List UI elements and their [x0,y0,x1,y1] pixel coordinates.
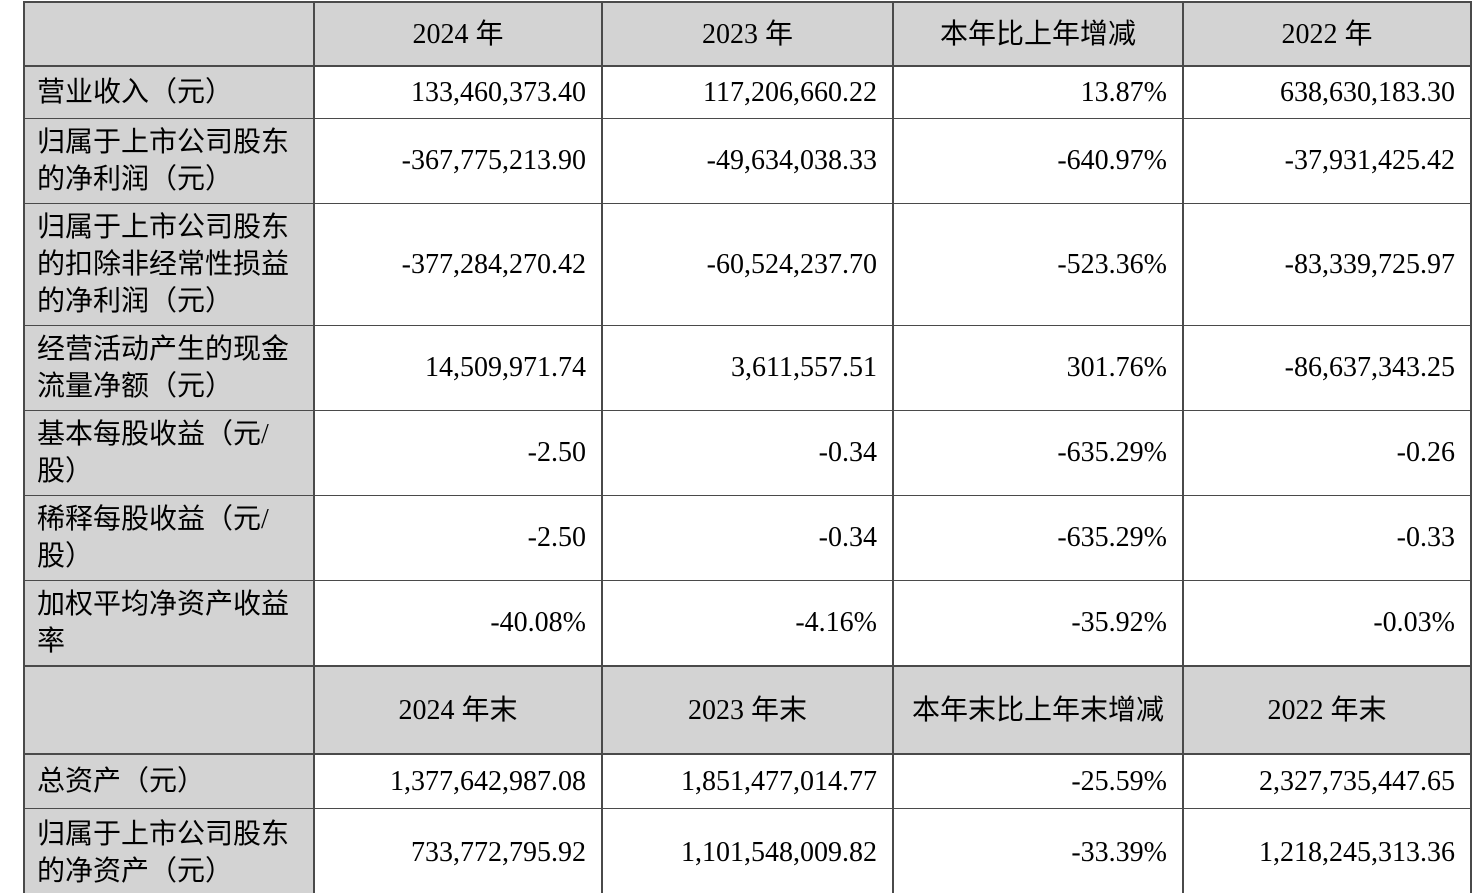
value-cell: 638,630,183.30 [1182,65,1472,119]
value-cell: -635.29% [892,494,1184,581]
value-cell: -523.36% [892,202,1184,326]
row-label-cell: 归属于上市公司股东的净利润（元） [23,117,315,204]
row-net-profit-deducted: 归属于上市公司股东的扣除非经常性损益的净利润（元） -377,284,270.4… [23,202,1472,326]
column-header-2022: 2022 年 [1182,1,1472,67]
value-cell: 3,611,557.51 [601,324,894,411]
row-revenue: 营业收入（元） 133,460,373.40 117,206,660.22 13… [23,65,1472,119]
row-label-cell: 归属于上市公司股东的扣除非经常性损益的净利润（元） [23,202,315,326]
row-label-cell: 总资产（元） [23,753,315,809]
row-label-cell: 稀释每股收益（元/股） [23,494,315,581]
value-cell: -0.34 [601,494,894,581]
value-cell: -4.16% [601,579,894,667]
section2-header-row: 2024 年末 2023 年末 本年末比上年末增减 2022 年末 [23,665,1472,755]
financial-summary-table: 2024 年 2023 年 本年比上年增减 2022 年 营业收入（元） 133… [23,1,1472,893]
value-cell: 301.76% [892,324,1184,411]
value-cell: -83,339,725.97 [1182,202,1472,326]
value-cell: 2,327,735,447.65 [1182,753,1472,809]
value-cell: -35.92% [892,579,1184,667]
row-diluted-eps: 稀释每股收益（元/股） -2.50 -0.34 -635.29% -0.33 [23,494,1472,581]
value-cell: -40.08% [313,579,603,667]
row-label-cell: 营业收入（元） [23,65,315,119]
row-label-cell: 经营活动产生的现金流量净额（元） [23,324,315,411]
value-cell: 133,460,373.40 [313,65,603,119]
value-cell: -635.29% [892,409,1184,496]
value-cell: 1,218,245,313.36 [1182,807,1472,893]
row-net-assets: 归属于上市公司股东的净资产（元） 733,772,795.92 1,101,54… [23,807,1472,893]
value-cell: -0.26 [1182,409,1472,496]
row-label-cell: 归属于上市公司股东的净资产（元） [23,807,315,893]
value-cell: -37,931,425.42 [1182,117,1472,204]
value-cell: -49,634,038.33 [601,117,894,204]
row-net-profit: 归属于上市公司股东的净利润（元） -367,775,213.90 -49,634… [23,117,1472,204]
value-cell: -2.50 [313,494,603,581]
value-cell: -367,775,213.90 [313,117,603,204]
row-weighted-avg-roe: 加权平均净资产收益率 -40.08% -4.16% -35.92% -0.03% [23,579,1472,667]
row-label-cell: 加权平均净资产收益率 [23,579,315,667]
value-cell: 1,851,477,014.77 [601,753,894,809]
corner-cell [23,1,315,67]
column-header-yoy-end-change: 本年末比上年末增减 [892,665,1184,755]
column-header-2023: 2023 年 [601,1,894,67]
column-header-yoy-change: 本年比上年增减 [892,1,1184,67]
value-cell: -25.59% [892,753,1184,809]
value-cell: -0.33 [1182,494,1472,581]
value-cell: 14,509,971.74 [313,324,603,411]
value-cell: -377,284,270.42 [313,202,603,326]
column-header-2022-end: 2022 年末 [1182,665,1472,755]
column-header-2023-end: 2023 年末 [601,665,894,755]
row-total-assets: 总资产（元） 1,377,642,987.08 1,851,477,014.77… [23,753,1472,809]
row-label-cell: 基本每股收益（元/股） [23,409,315,496]
row-basic-eps: 基本每股收益（元/股） -2.50 -0.34 -635.29% -0.26 [23,409,1472,496]
value-cell: -640.97% [892,117,1184,204]
value-cell: -2.50 [313,409,603,496]
row-operating-cash-flow: 经营活动产生的现金流量净额（元） 14,509,971.74 3,611,557… [23,324,1472,411]
corner-cell [23,665,315,755]
column-header-2024-end: 2024 年末 [313,665,603,755]
value-cell: -60,524,237.70 [601,202,894,326]
value-cell: 13.87% [892,65,1184,119]
value-cell: -0.03% [1182,579,1472,667]
value-cell: 733,772,795.92 [313,807,603,893]
value-cell: -0.34 [601,409,894,496]
value-cell: -86,637,343.25 [1182,324,1472,411]
value-cell: 117,206,660.22 [601,65,894,119]
value-cell: -33.39% [892,807,1184,893]
value-cell: 1,101,548,009.82 [601,807,894,893]
column-header-2024: 2024 年 [313,1,603,67]
section1-header-row: 2024 年 2023 年 本年比上年增减 2022 年 [23,1,1472,67]
value-cell: 1,377,642,987.08 [313,753,603,809]
